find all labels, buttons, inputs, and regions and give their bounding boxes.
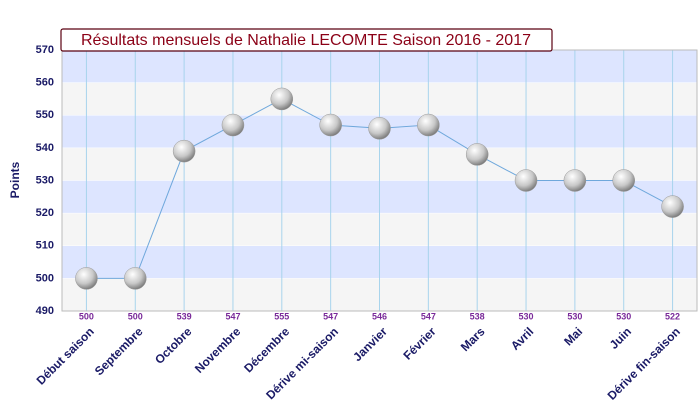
value-label: 538 xyxy=(470,311,485,321)
x-tick-label: Novembre xyxy=(192,324,244,376)
x-tick-label: Mai xyxy=(561,324,585,348)
value-label: 547 xyxy=(225,311,240,321)
value-label: 555 xyxy=(274,311,289,321)
point-marker xyxy=(124,267,147,290)
x-tick-label: Septembre xyxy=(92,324,146,378)
y-tick-label: 560 xyxy=(36,77,54,89)
y-tick-label: 530 xyxy=(36,174,54,186)
y-tick-label: 570 xyxy=(36,44,54,56)
point-marker xyxy=(270,87,294,111)
value-label: 530 xyxy=(616,311,631,321)
point-marker xyxy=(563,169,587,192)
y-tick-label: 550 xyxy=(36,109,54,121)
y-tick-label: 540 xyxy=(36,142,54,154)
point-marker xyxy=(319,113,342,137)
x-tick-label: Janvier xyxy=(350,324,390,364)
point-marker xyxy=(75,267,98,290)
chart-title: Résultats mensuels de Nathalie LECOMTE S… xyxy=(81,32,531,49)
y-tick-label: 520 xyxy=(36,207,54,219)
x-tick-label: Avril xyxy=(508,324,536,352)
point-marker xyxy=(221,113,245,137)
value-label: 546 xyxy=(372,311,387,321)
value-label: 547 xyxy=(421,311,436,321)
point-marker xyxy=(172,139,196,163)
y-tick-label: 500 xyxy=(36,272,54,284)
y-tick-label: 510 xyxy=(36,240,54,252)
title-box xyxy=(60,28,553,52)
y-tick-label: 490 xyxy=(36,305,54,317)
point-marker xyxy=(612,169,635,192)
value-label: 522 xyxy=(665,311,680,321)
x-tick-label: Début saison xyxy=(34,324,97,387)
value-label: 539 xyxy=(177,311,192,321)
point-marker xyxy=(368,117,391,140)
y-axis-label: Points xyxy=(8,161,22,198)
point-marker xyxy=(417,113,440,137)
point-marker xyxy=(661,195,684,218)
value-label: 500 xyxy=(128,311,143,321)
x-tick-label: Mars xyxy=(458,324,488,354)
x-tick-label: Octobre xyxy=(152,324,195,367)
value-label: 530 xyxy=(567,311,582,321)
value-label: 500 xyxy=(79,311,94,321)
x-tick-label: Juin xyxy=(607,324,634,351)
x-tick-label: Février xyxy=(401,324,439,362)
point-marker xyxy=(514,169,538,192)
value-label: 530 xyxy=(519,311,534,321)
value-label: 547 xyxy=(323,311,338,321)
x-tick-label: Décembre xyxy=(241,324,292,375)
point-marker xyxy=(465,143,489,166)
